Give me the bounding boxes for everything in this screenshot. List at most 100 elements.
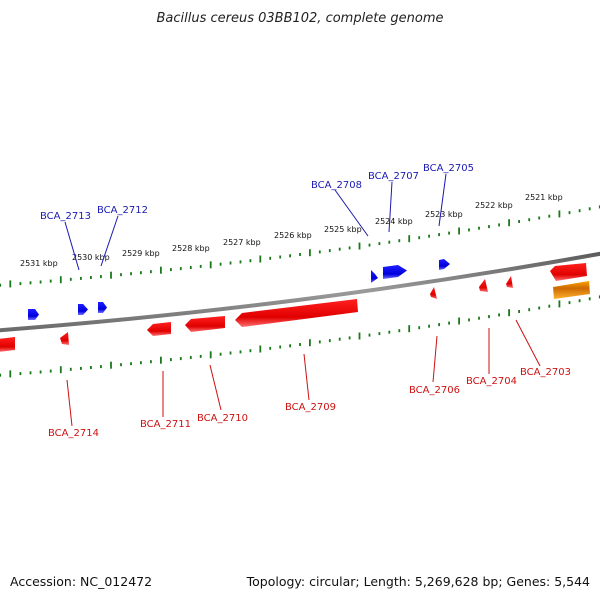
- gene-arrow-bca-2713[interactable]: [28, 309, 39, 320]
- outer-track-minor-tick: [299, 253, 301, 256]
- inner-track-minor-tick: [568, 301, 571, 305]
- inner-track-minor-tick: [239, 350, 242, 354]
- outer-track-minor-tick: [378, 242, 381, 246]
- outer-track-minor-tick: [189, 266, 192, 269]
- outer-track-minor-tick: [488, 225, 490, 229]
- inner-track-minor-tick: [538, 306, 541, 310]
- gene-label-bca-2708[interactable]: BCA_2708: [311, 180, 362, 191]
- genome-summary-text: Topology: circular; Length: 5,269,628 bp…: [246, 574, 590, 589]
- gene-label-bca-2710[interactable]: BCA_2710: [197, 413, 248, 424]
- leader-bca-2706: [432, 335, 438, 383]
- inner-track-major-tick: [59, 366, 62, 374]
- outer-track-minor-tick: [338, 247, 341, 251]
- outer-track-minor-tick: [249, 259, 252, 263]
- inner-track-minor-tick: [438, 323, 440, 327]
- gene-arrow-bca-2709[interactable]: [235, 299, 358, 327]
- outer-track-minor-tick: [518, 220, 520, 223]
- inner-track-minor-tick: [348, 336, 351, 340]
- inner-track-minor-tick: [279, 345, 282, 349]
- gene-arrow-bca-2710[interactable]: [185, 316, 225, 332]
- inner-track-minor-tick: [598, 295, 600, 299]
- outer-track-minor-tick: [438, 233, 440, 237]
- outer-track-minor-tick: [120, 273, 122, 277]
- outer-track-minor-tick: [528, 218, 531, 222]
- inner-track-major-tick: [508, 309, 510, 317]
- gene-arrow-bca-2705[interactable]: [439, 259, 450, 270]
- gene-label-bca-2706[interactable]: BCA_2706: [409, 385, 460, 396]
- inner-track-minor-tick: [299, 343, 301, 346]
- inner-track-minor-tick: [0, 373, 2, 377]
- outer-track-major-tick: [59, 276, 62, 284]
- inner-track-minor-tick: [269, 346, 272, 350]
- inner-track-major-tick: [408, 325, 411, 333]
- gene-label-bca-2711[interactable]: BCA_2711: [140, 419, 191, 430]
- inner-track-major-tick: [209, 351, 212, 359]
- outer-track-minor-tick: [150, 270, 152, 274]
- outer-track-minor-tick: [80, 276, 82, 280]
- gene-label-bca-2703[interactable]: BCA_2703: [520, 367, 571, 378]
- tick-label-2530kbp: 2530 kbp: [72, 253, 110, 262]
- inner-track-minor-tick: [229, 351, 232, 355]
- gene-label-bca-2709[interactable]: BCA_2709: [285, 402, 336, 413]
- leader-bca-2710: [209, 364, 222, 411]
- gene-arrow-bca-2712[interactable]: [78, 304, 88, 315]
- inner-track-minor-tick: [428, 324, 430, 328]
- outer-track-major-tick: [408, 235, 411, 243]
- inner-track-minor-tick: [548, 304, 551, 308]
- gene-arrow-bca-2711[interactable]: [147, 322, 171, 336]
- leader-bca-2714: [66, 379, 73, 427]
- gene-arrow-rna[interactable]: [553, 281, 590, 299]
- gene-label-bca-2704[interactable]: BCA_2704: [466, 376, 517, 387]
- gene-arrow-bca-2706[interactable]: [430, 287, 437, 299]
- leader-bca-2708: [334, 189, 369, 237]
- outer-tick-track: [0, 205, 600, 288]
- inner-track-minor-tick: [39, 370, 42, 374]
- gene-arrow-bca-2704[interactable]: [479, 279, 488, 292]
- outer-track-minor-tick: [179, 267, 182, 271]
- inner-track-minor-tick: [130, 362, 132, 366]
- reverse-gene-labels: BCA_2714 BCA_2711 BCA_2710 BCA_2709 BCA_…: [48, 367, 571, 439]
- outer-track-minor-tick: [348, 246, 351, 250]
- outer-track-minor-tick: [368, 243, 371, 247]
- tick-label-2526kbp: 2526 kbp: [274, 231, 312, 240]
- inner-track-minor-tick: [249, 349, 252, 353]
- outer-track-minor-tick: [29, 281, 32, 285]
- gene-label-bca-2705[interactable]: BCA_2705: [423, 163, 474, 174]
- gene-label-bca-2712[interactable]: BCA_2712: [97, 205, 148, 216]
- leader-bca-2705: [438, 173, 447, 227]
- outer-track-major-tick: [558, 210, 561, 218]
- gene-label-bca-2713[interactable]: BCA_2713: [40, 211, 91, 222]
- gene-label-bca-2714[interactable]: BCA_2714: [48, 428, 99, 439]
- inner-track-major-tick: [9, 370, 12, 378]
- outer-track-minor-tick: [69, 277, 72, 281]
- gene-arrow-bca-2703[interactable]: [506, 276, 513, 288]
- gene-arrow-bca-2708[interactable]: [371, 270, 378, 283]
- gene-arrow-bca-2712b[interactable]: [98, 302, 107, 313]
- gene-arrow-bca-2714-partial[interactable]: [0, 337, 15, 352]
- outer-track-minor-tick: [428, 234, 430, 238]
- inner-track-minor-tick: [189, 356, 192, 359]
- reverse-strand-genes: [0, 263, 590, 352]
- outer-track-minor-tick: [239, 260, 242, 264]
- inner-track-minor-tick: [150, 360, 152, 364]
- outer-track-minor-tick: [140, 271, 142, 275]
- inner-track-minor-tick: [289, 344, 291, 348]
- inner-track-major-tick: [309, 339, 311, 347]
- inner-track-minor-tick: [398, 329, 401, 333]
- outer-track-minor-tick: [538, 216, 541, 220]
- gene-arrow-bca-2714[interactable]: [60, 332, 69, 345]
- inner-track-minor-tick: [120, 363, 122, 367]
- inner-track-minor-tick: [199, 354, 202, 358]
- gene-label-bca-2707[interactable]: BCA_2707: [368, 171, 419, 182]
- tick-label-2525kbp: 2525 kbp: [324, 225, 362, 234]
- outer-track-minor-tick: [388, 240, 391, 244]
- reverse-gene-leaders: [66, 319, 541, 427]
- gene-arrow-bca-2707[interactable]: [383, 265, 407, 279]
- gene-arrow-bca-2702[interactable]: [550, 263, 587, 281]
- outer-track-major-tick: [9, 280, 12, 288]
- outer-track-minor-tick: [548, 214, 551, 218]
- inner-track-minor-tick: [338, 337, 341, 341]
- outer-track-minor-tick: [398, 239, 401, 243]
